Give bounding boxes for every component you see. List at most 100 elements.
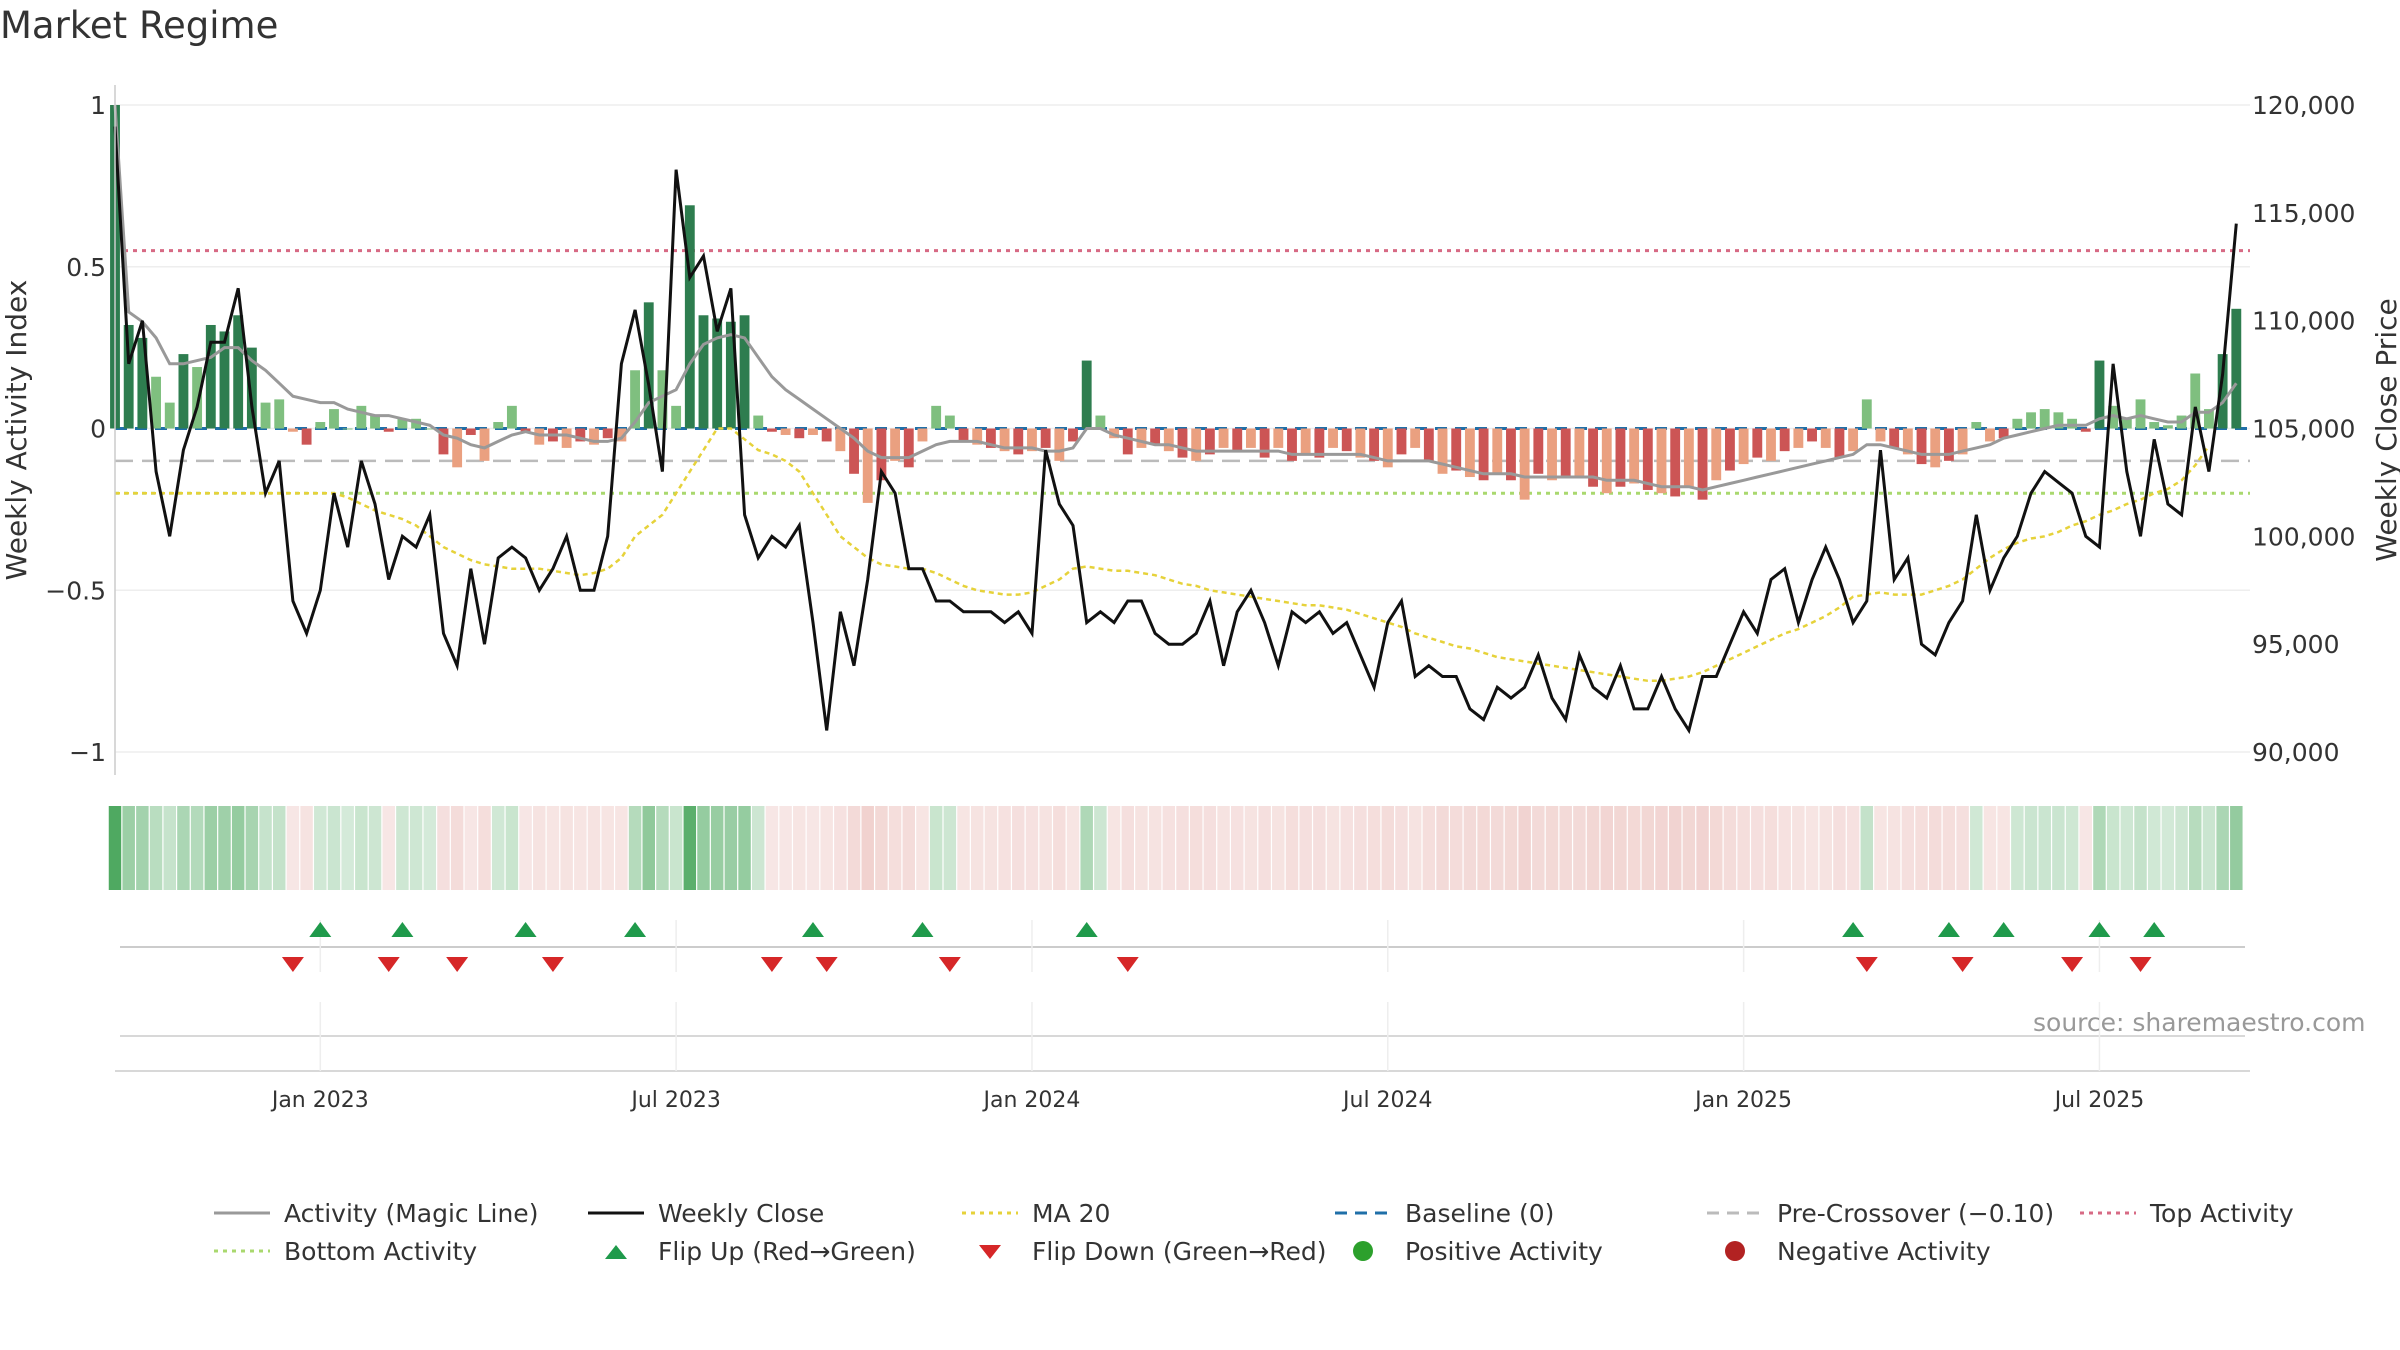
y2-tick-label: 105,000	[2252, 415, 2355, 444]
activity-bar	[835, 428, 846, 452]
activity-bar	[1246, 428, 1256, 448]
legend-item: Activity (Magic Line)	[212, 1195, 538, 1231]
y-tick-label: 1	[90, 91, 106, 120]
flip-up-marker	[2088, 922, 2111, 937]
legend-swatch	[1353, 1241, 1373, 1261]
activity-bar	[123, 324, 134, 429]
activity-bar	[493, 422, 504, 429]
legend-label: Weekly Close	[658, 1198, 825, 1228]
regime-cell	[1189, 806, 1203, 890]
regime-cell	[861, 806, 874, 890]
regime-cell	[1983, 806, 1997, 890]
legend-swatch	[962, 1211, 1018, 1215]
regime-cell	[710, 806, 724, 890]
activity-bar	[2162, 425, 2173, 429]
activity-bar	[1711, 428, 1722, 481]
regime-cell	[806, 806, 820, 890]
activity-bar	[301, 428, 312, 445]
legend-item: Bottom Activity	[212, 1233, 477, 1269]
regime-cell	[533, 806, 546, 890]
regime-cell	[1956, 806, 1969, 890]
activity-bar	[1656, 428, 1667, 494]
activity-bar	[903, 428, 914, 468]
regime-cell	[2093, 806, 2106, 890]
regime-cell	[409, 806, 423, 890]
activity-bar	[1423, 428, 1434, 461]
activity-bar	[630, 370, 640, 429]
activity-bar	[1095, 415, 1106, 429]
regime-cell	[1463, 806, 1477, 890]
regime-cell	[259, 806, 272, 890]
activity-bar	[356, 405, 367, 429]
activity-bar	[2012, 418, 2023, 429]
activity-bar	[1807, 428, 1817, 442]
activity-bar	[1054, 428, 1065, 461]
regime-cell	[970, 806, 984, 890]
regime-cell	[1299, 806, 1312, 890]
activity-bar	[2067, 418, 2078, 429]
activity-bar	[1861, 399, 1872, 429]
activity-bar	[657, 370, 668, 429]
regime-cell	[300, 806, 313, 890]
activity-bar	[876, 428, 887, 481]
flip-up-marker	[1842, 922, 1865, 937]
regime-cell	[1655, 806, 1668, 890]
regime-cell	[1833, 806, 1846, 890]
regime-cell	[1436, 806, 1449, 890]
activity-bar	[2094, 360, 2105, 429]
regime-cell	[697, 806, 710, 890]
legend-swatch	[214, 1249, 270, 1253]
regime-cell	[1641, 806, 1655, 890]
regime-cell	[834, 806, 847, 890]
regime-cell	[149, 806, 163, 890]
regime-cell	[1258, 806, 1271, 890]
flip-down-marker	[446, 957, 469, 972]
activity-bar	[534, 428, 545, 445]
flip-up-marker	[624, 922, 647, 937]
activity-bar	[561, 428, 572, 448]
regime-cell	[998, 806, 1011, 890]
regime-cell	[656, 806, 669, 890]
x-tick-label: Jan 2024	[982, 1088, 1081, 1113]
regime-cell	[1381, 806, 1395, 890]
flip-down-marker	[377, 957, 400, 972]
activity-bar	[1410, 428, 1421, 448]
y-axis-label: Weekly Activity Index	[0, 280, 33, 581]
activity-bar	[766, 428, 777, 432]
legend-swatch	[1707, 1211, 1763, 1215]
regime-cell	[1176, 806, 1189, 890]
activity-bar	[1670, 428, 1681, 497]
activity-bar	[1547, 428, 1557, 481]
magic-line	[113, 104, 2238, 492]
regime-cell	[1737, 806, 1750, 890]
y2-tick-label: 100,000	[2252, 522, 2355, 551]
flip-down-marker	[2061, 957, 2084, 972]
regime-cell	[122, 806, 135, 890]
flip-up-marker	[514, 922, 537, 937]
activity-bar	[2217, 354, 2228, 429]
activity-bar	[329, 409, 339, 429]
regime-cell	[1710, 806, 1723, 890]
activity-bar	[465, 428, 476, 435]
activity-bar	[1040, 428, 1051, 448]
flip-down-marker	[2129, 957, 2152, 972]
activity-bar	[985, 428, 996, 448]
regime-cell	[751, 806, 765, 890]
activity-bar	[1601, 428, 1612, 494]
regime-cell	[2038, 806, 2051, 890]
activity-bar	[575, 428, 586, 442]
y-tick-label: −0.5	[45, 576, 106, 605]
regime-cell	[943, 806, 957, 890]
activity-bar	[1793, 428, 1804, 448]
activity-bar	[1287, 428, 1297, 461]
activity-bar	[1204, 428, 1215, 455]
regime-cell	[1491, 806, 1504, 890]
regime-cell	[1449, 806, 1463, 890]
activity-bar	[219, 331, 230, 429]
regime-cell	[464, 806, 478, 890]
activity-bar	[2204, 409, 2214, 429]
regime-cell	[1367, 806, 1381, 890]
activity-bar	[972, 428, 983, 445]
activity-bar	[1574, 428, 1585, 478]
regime-cell	[1025, 806, 1039, 890]
